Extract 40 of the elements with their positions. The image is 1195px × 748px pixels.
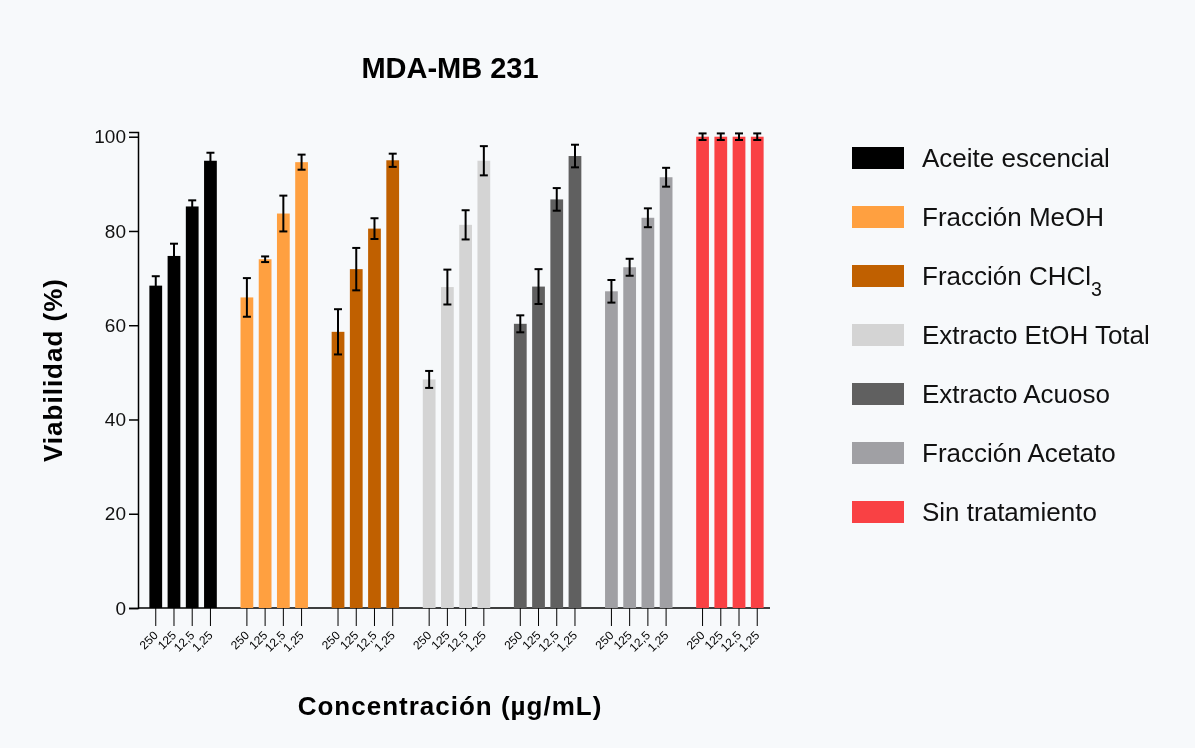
- bar: [368, 228, 381, 608]
- y-tick-label: 60: [104, 314, 126, 336]
- bar: [623, 267, 637, 608]
- legend-label: Fracción CHCl$_{3}$: [922, 261, 1102, 300]
- bar: [276, 213, 290, 608]
- bar: [659, 177, 673, 608]
- y-tick-label: 100: [94, 126, 126, 148]
- bar: [240, 297, 254, 608]
- bar: [605, 291, 618, 608]
- y-tick-label: 20: [104, 503, 126, 525]
- bar: [568, 156, 582, 608]
- legend-label: Sin tratamiento: [922, 497, 1097, 527]
- y-tick-label: 0: [115, 597, 126, 619]
- x-axis-title: Concentración (µg/mL): [297, 691, 603, 721]
- bar: [550, 199, 564, 608]
- bar: [349, 269, 363, 608]
- bar: [477, 160, 491, 608]
- bar: [732, 136, 746, 608]
- legend-label: Fracción MeOH: [922, 202, 1105, 232]
- bar: [513, 323, 527, 608]
- y-tick-label: 80: [104, 220, 126, 242]
- legend-label: Fracción Acetato: [922, 438, 1116, 468]
- bar: [750, 136, 764, 608]
- bar: [386, 160, 400, 608]
- bar: [532, 286, 545, 608]
- y-axis-title: Viabilidad (%): [38, 278, 68, 462]
- bar: [714, 136, 728, 608]
- chart-title: MDA-MB 231: [361, 52, 539, 84]
- bar: [331, 331, 345, 608]
- bar: [422, 379, 436, 608]
- y-tick-label: 40: [104, 409, 126, 431]
- bar: [441, 287, 454, 608]
- bar: [295, 162, 308, 608]
- bar: [258, 259, 272, 608]
- legend-label: Extracto Acuoso: [922, 379, 1110, 409]
- legend-label: Aceite escencial: [922, 143, 1110, 173]
- bar: [696, 136, 709, 608]
- legend-label: Extracto EtOH Total: [922, 320, 1150, 350]
- bar: [641, 217, 655, 608]
- bar: [459, 224, 472, 608]
